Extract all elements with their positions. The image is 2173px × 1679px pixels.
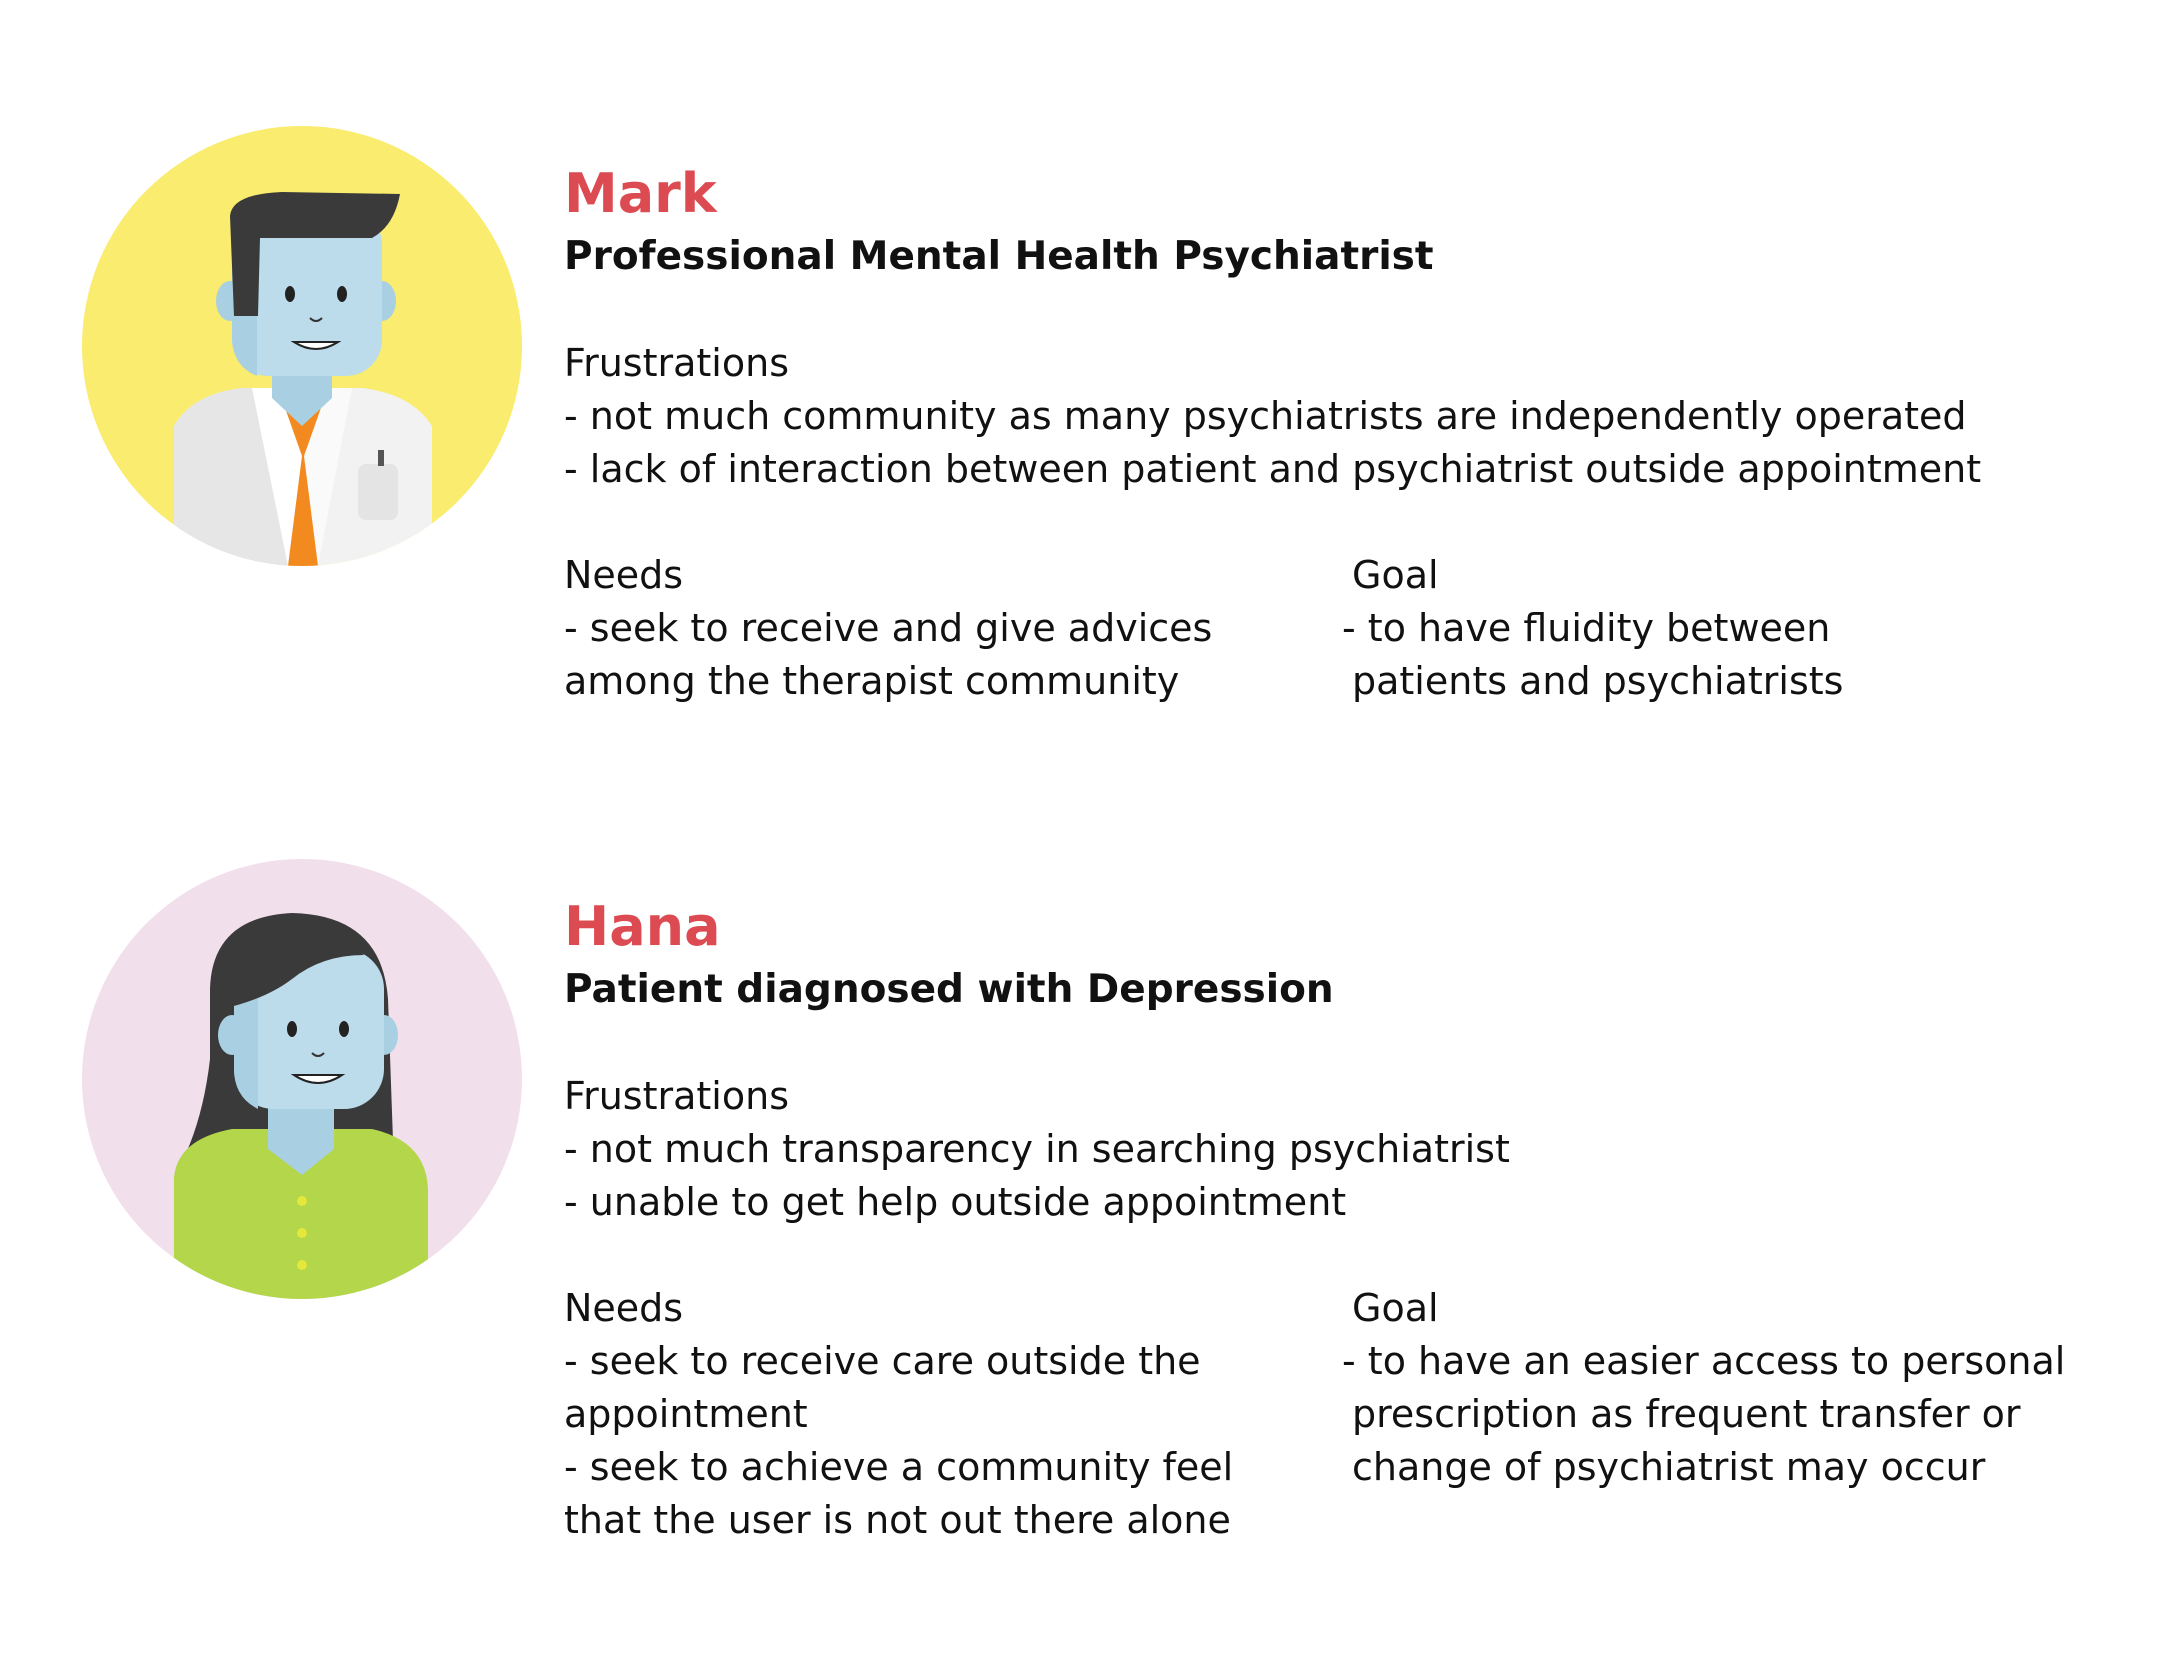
needs-item: that the user is not out there alone — [564, 1498, 1231, 1542]
persona-card-hana: Hana Patient diagnosed with Depression F… — [0, 733, 2173, 1542]
needs-item: - seek to achieve a community feel — [564, 1445, 1234, 1489]
frustration-item: - lack of interaction between patient an… — [564, 447, 1982, 491]
frustrations-heading: Frustrations — [564, 341, 789, 385]
persona-card-mark: Mark Professional Mental Health Psychiat… — [0, 0, 2173, 720]
frustrations-section: Frustrations - not much transparency in … — [564, 1070, 1510, 1229]
frustrations-section: Frustrations - not much community as man… — [564, 337, 1981, 496]
needs-section: Needs - seek to receive and give advices… — [564, 549, 1212, 708]
frustrations-heading: Frustrations — [564, 1074, 789, 1118]
frustration-item: - not much transparency in searching psy… — [564, 1127, 1510, 1171]
goal-item: - to have fluidity between — [1342, 606, 1831, 650]
goal-section: Goal - to have an easier access to perso… — [1342, 1282, 2065, 1494]
goal-item: prescription as frequent transfer or — [1352, 1392, 2021, 1436]
needs-heading: Needs — [564, 553, 684, 597]
female-patient-avatar-icon — [82, 859, 522, 1299]
needs-item: appointment — [564, 1392, 808, 1436]
needs-item: - seek to receive care outside the — [564, 1339, 1201, 1383]
persona-role: Patient diagnosed with Depression — [564, 967, 1334, 1012]
persona-name: Hana — [564, 895, 721, 958]
persona-role: Professional Mental Health Psychiatrist — [564, 234, 1434, 279]
needs-section: Needs - seek to receive care outside the… — [564, 1282, 1233, 1547]
goal-heading: Goal — [1352, 1286, 1439, 1330]
frustration-item: - not much community as many psychiatris… — [564, 394, 1967, 438]
goal-item: patients and psychiatrists — [1352, 659, 1844, 703]
goal-item: - to have an easier access to personal — [1342, 1339, 2066, 1383]
goal-section: Goal - to have fluidity between patients… — [1342, 549, 1844, 708]
needs-item: among the therapist community — [564, 659, 1180, 703]
goal-heading: Goal — [1352, 553, 1439, 597]
needs-heading: Needs — [564, 1286, 684, 1330]
needs-item: - seek to receive and give advices — [564, 606, 1213, 650]
male-doctor-avatar-icon — [82, 126, 522, 566]
frustration-item: - unable to get help outside appointment — [564, 1180, 1347, 1224]
persona-name: Mark — [564, 162, 717, 225]
goal-item: change of psychiatrist may occur — [1352, 1445, 1986, 1489]
